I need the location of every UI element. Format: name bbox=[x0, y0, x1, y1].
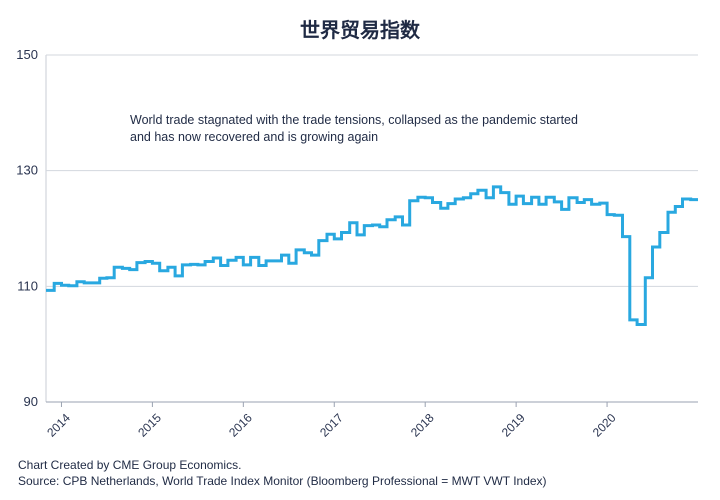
x-tick-label: 2014 bbox=[44, 411, 73, 440]
annotation-line-1: World trade stagnated with the trade ten… bbox=[130, 113, 578, 127]
x-tick-label: 2017 bbox=[317, 411, 346, 440]
annotation-line-2: and has now recovered and is growing aga… bbox=[130, 130, 378, 144]
series-line bbox=[46, 185, 698, 326]
x-tick-label: 2018 bbox=[408, 411, 437, 440]
footer-credit: Chart Created by CME Group Economics. bbox=[18, 458, 242, 472]
y-tick-label: 90 bbox=[24, 394, 38, 409]
y-tick-label: 130 bbox=[16, 163, 38, 178]
y-tick-labels: 90 110 130 150 bbox=[16, 47, 38, 409]
y-tick-label: 110 bbox=[17, 278, 38, 293]
chart-title: 世界贸易指数 bbox=[300, 18, 420, 42]
y-tick-label: 150 bbox=[16, 47, 38, 62]
x-tick-label: 2016 bbox=[226, 411, 255, 440]
x-tick-labels: 2014 2015 2016 2017 2018 2019 2020 bbox=[44, 402, 619, 440]
footer-source: Source: CPB Netherlands, World Trade Ind… bbox=[18, 474, 547, 488]
gridlines bbox=[46, 54, 698, 403]
x-tick-label: 2015 bbox=[135, 411, 164, 440]
x-tick-label: 2020 bbox=[590, 411, 619, 440]
x-tick-label: 2019 bbox=[499, 411, 528, 440]
